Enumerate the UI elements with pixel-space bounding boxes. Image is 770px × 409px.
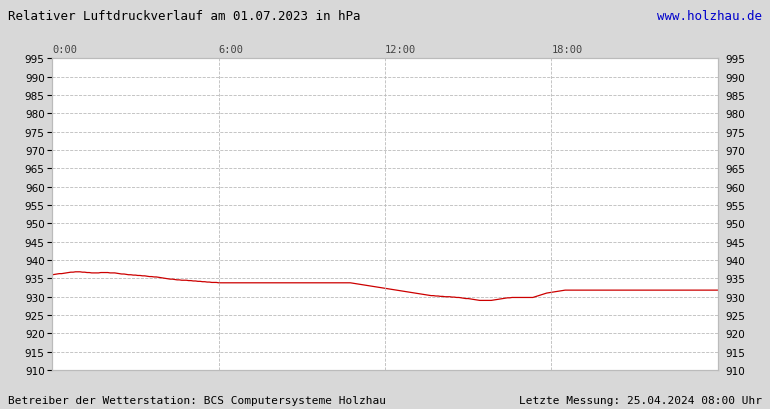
Text: 6:00: 6:00 — [219, 45, 243, 55]
Text: 18:00: 18:00 — [551, 45, 583, 55]
Text: Letzte Messung: 25.04.2024 08:00 Uhr: Letzte Messung: 25.04.2024 08:00 Uhr — [519, 395, 762, 405]
Text: Relativer Luftdruckverlauf am 01.07.2023 in hPa: Relativer Luftdruckverlauf am 01.07.2023… — [8, 10, 360, 23]
Text: www.holzhau.de: www.holzhau.de — [658, 10, 762, 23]
Text: 0:00: 0:00 — [52, 45, 77, 55]
Text: Betreiber der Wetterstation: BCS Computersysteme Holzhau: Betreiber der Wetterstation: BCS Compute… — [8, 395, 386, 405]
Text: 12:00: 12:00 — [385, 45, 417, 55]
